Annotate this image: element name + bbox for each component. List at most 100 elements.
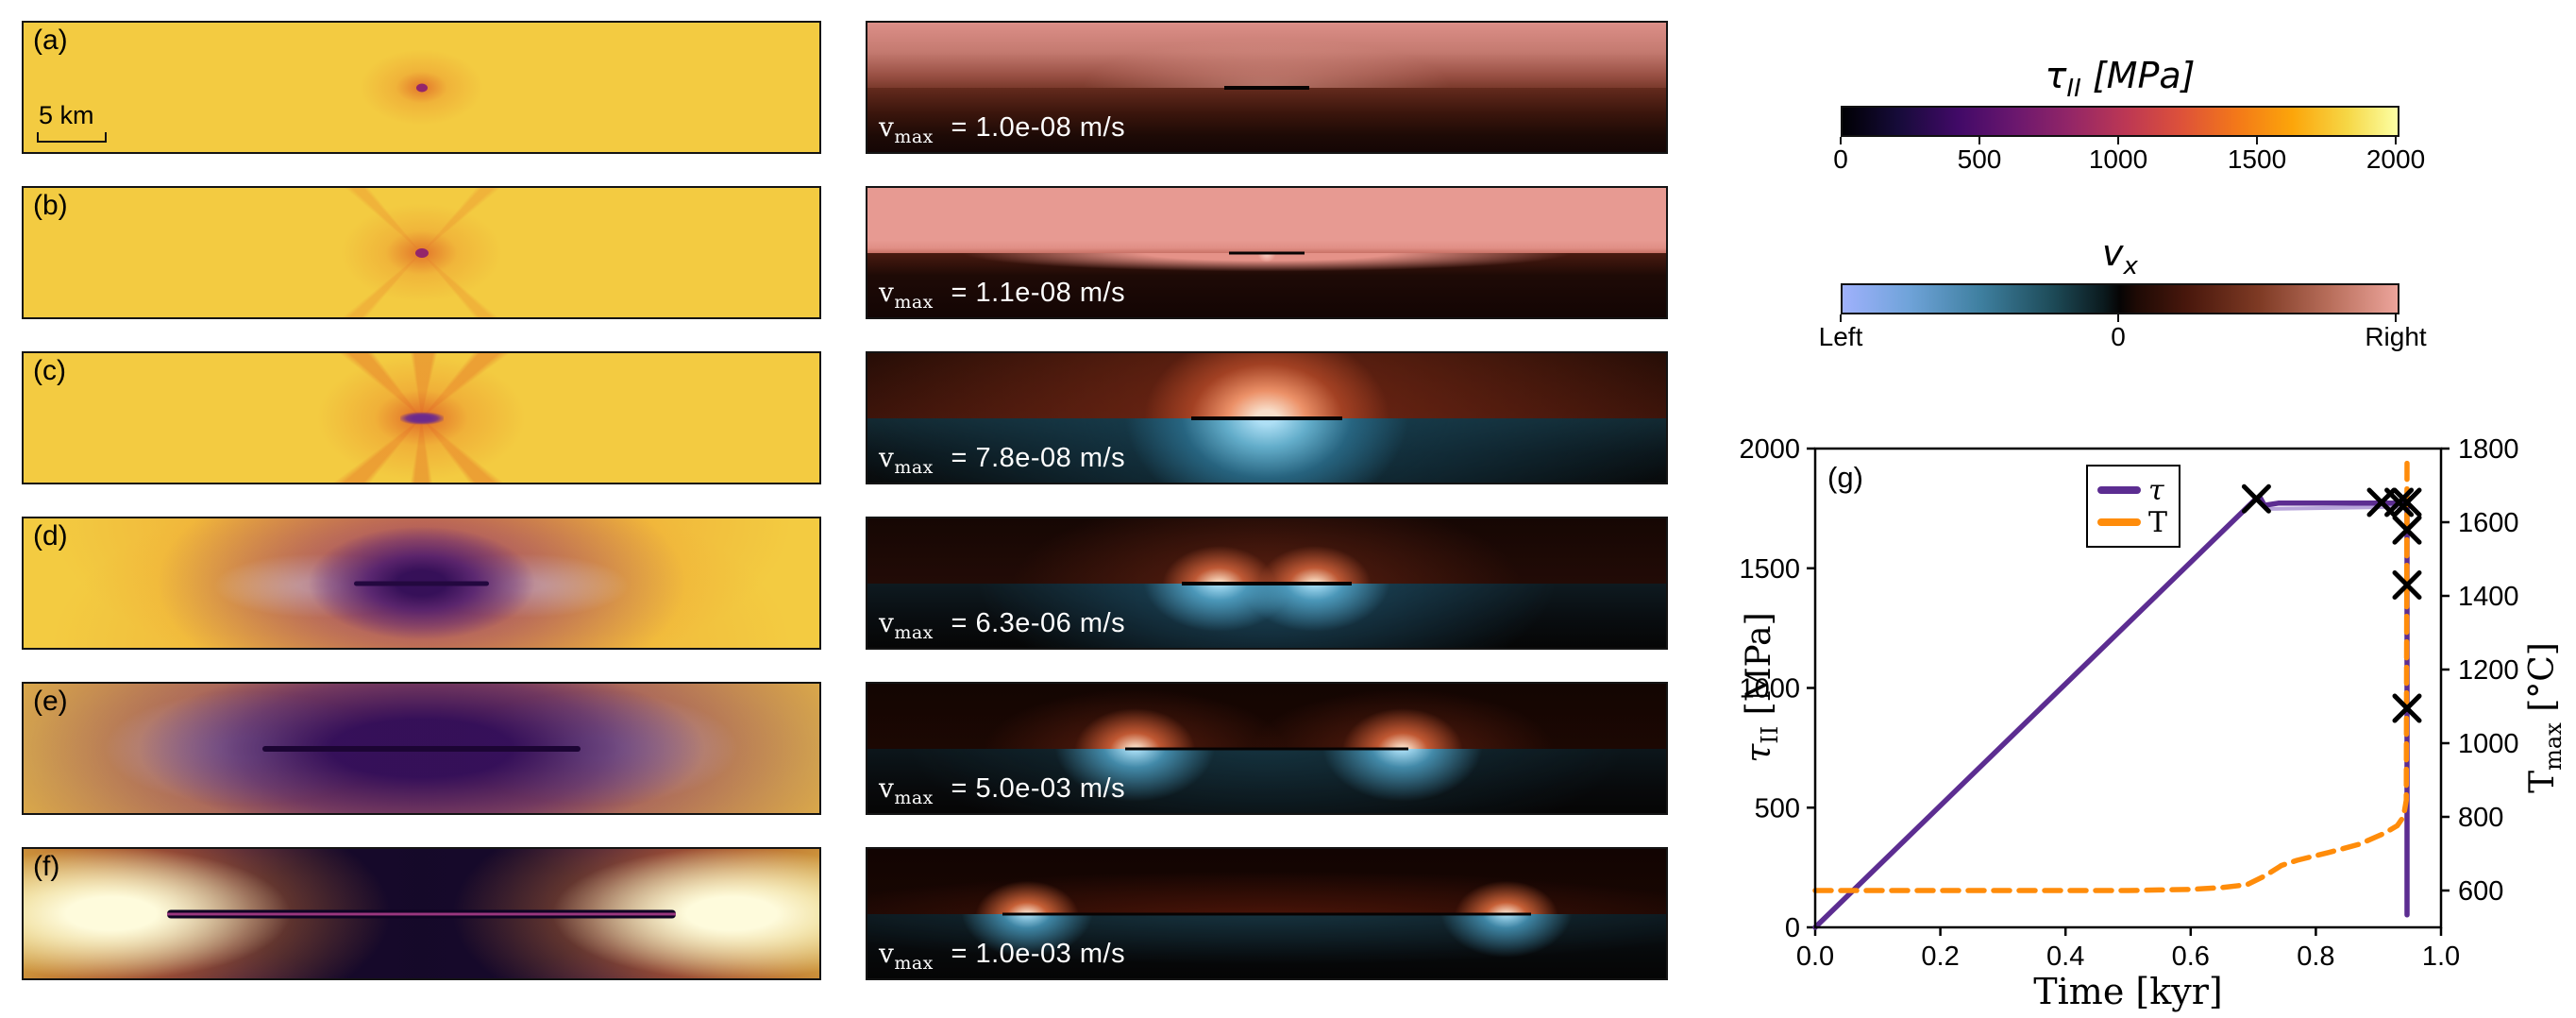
snapshot-marker (2384, 487, 2415, 517)
y-tick-right-label: 800 (2458, 803, 2503, 833)
tau-colorbar (1841, 106, 2399, 137)
vx-field-top (867, 188, 1666, 253)
fault-crack (166, 909, 677, 918)
y-tick-left-label: 2000 (1739, 434, 1800, 465)
vx-colorbar-title: vx (2102, 232, 2138, 280)
fault-line (1002, 912, 1531, 915)
y-tick-left-label: 1500 (1739, 554, 1800, 585)
panel-label-c: (c) (33, 355, 66, 386)
vx-colorbar-ticks: Left 0 Right (1819, 314, 2427, 352)
y-tick-right-label: 1000 (2458, 729, 2519, 759)
tau-panel-c: (c) (22, 351, 821, 484)
y-tick-left-label: 1000 (1739, 674, 1800, 704)
fault-line (1125, 747, 1408, 750)
vmax-label-c: vmax = 7.8e-08 m/s (879, 442, 1126, 478)
snapshot-marker (2392, 569, 2422, 600)
fault-crack (261, 745, 581, 752)
y-tick-right-label: 1200 (2458, 655, 2519, 686)
x-tick-label: 0.6 (2172, 942, 2210, 972)
colorbar-tick-label: 500 (1957, 144, 2002, 174)
y-tick-right-label: 1800 (2458, 434, 2519, 465)
vx-panel-c: vmax = 7.8e-08 m/s (866, 351, 1668, 484)
chart-ylabel-right: Tmax [°C] (2522, 642, 2568, 793)
vx-panel-f: vmax = 1.0e-03 m/s (866, 847, 1668, 980)
panel-label-e: (e) (33, 686, 68, 717)
vx-panel-e: vmax = 5.0e-03 m/s (866, 682, 1668, 815)
colorbar-tick-label: Right (2365, 322, 2427, 351)
vx-colorbar (1841, 283, 2399, 314)
scale-bar-label: 5 km (39, 101, 94, 129)
y-tick-right-label: 1400 (2458, 582, 2519, 612)
fault-line (1224, 85, 1309, 90)
colorbar-tick-label: 2000 (2366, 144, 2426, 174)
colorbar-tick-label: 0 (2111, 322, 2126, 351)
plot-frame (1813, 447, 2443, 929)
stress-concentration-halo (24, 353, 819, 483)
fault-nucleus (399, 412, 444, 424)
vmax-label-f: vmax = 1.0e-03 m/s (879, 938, 1126, 974)
stress-concentration-halo (24, 23, 819, 152)
colorbar-tick-mark (2395, 137, 2397, 144)
chart-xlabel: Time [kyr] (2033, 971, 2223, 1012)
vx-field-bottom (867, 583, 1666, 648)
colorbar-tick-label: 1000 (2088, 144, 2148, 174)
tau-panel-d: (d) (22, 517, 821, 650)
tau-colorbar-title: τII [MPa] (2045, 55, 2196, 103)
series-T (1812, 460, 2410, 893)
fault-crack (353, 581, 490, 585)
vx-field-bottom (867, 417, 1666, 483)
tau-line-swatch (2097, 486, 2141, 494)
vmax-label-d: vmax = 6.3e-06 m/s (879, 607, 1126, 643)
panel-label-d: (d) (33, 520, 68, 551)
tau-panel-b: (b) (22, 186, 821, 319)
panel-label-g: (g) (1827, 461, 1863, 494)
fault-nucleus (414, 247, 429, 258)
tau-colorbar-ticks: 0 500 1000 1500 2000 (1833, 137, 2425, 175)
vx-field-bottom (867, 913, 1666, 978)
x-tick-label: 1.0 (2422, 942, 2460, 972)
vmax-label-e: vmax = 5.0e-03 m/s (879, 772, 1126, 808)
tau-panel-e: (e) (22, 682, 821, 815)
colorbar-tick-mark (1840, 314, 1842, 322)
stress-concentration-halo (24, 518, 819, 648)
tau-panel-f: (f) (22, 847, 821, 980)
fault-line (1229, 251, 1305, 254)
fault-line (1191, 416, 1342, 420)
fault-nucleus (415, 83, 428, 92)
y-tick-left-label: 0 (1785, 913, 1800, 943)
vx-field-top (867, 353, 1666, 418)
vx-field-top (867, 23, 1666, 88)
panel-label-b: (b) (33, 190, 68, 221)
x-tick-label: 0.0 (1796, 942, 1834, 972)
colorbar-tick-mark (1978, 137, 1980, 144)
vmax-label-b: vmax = 1.1e-08 m/s (879, 277, 1126, 313)
colorbar-tick-mark (1840, 137, 1842, 144)
y-tick-left-label: 500 (1755, 793, 1800, 823)
y-tick-right-label: 1600 (2458, 508, 2519, 538)
colorbar-tick-label: 0 (1833, 144, 1848, 174)
stress-concentration-halo (24, 684, 819, 813)
scale-bar-line (37, 132, 107, 143)
vmax-label-a: vmax = 1.0e-08 m/s (879, 111, 1126, 147)
panel-label-a: (a) (33, 25, 68, 56)
legend-entry-T: T (2097, 506, 2169, 539)
vx-field-top (867, 684, 1666, 749)
vx-field-bottom (867, 252, 1666, 317)
x-tick-label: 0.4 (2046, 942, 2084, 972)
colorbar-tick-mark (2117, 314, 2119, 322)
snapshot-marker (2241, 484, 2271, 514)
vx-panel-d: vmax = 6.3e-06 m/s (866, 517, 1668, 650)
chart-legend: τ T (2086, 465, 2180, 548)
stress-concentration-halo (24, 849, 819, 978)
legend-entry-tau: τ (2097, 474, 2169, 507)
stress-concentration-halo (24, 188, 819, 317)
vx-field-bottom (867, 748, 1666, 813)
tau-panel-a: (a) 5 km (22, 21, 821, 154)
colorbar-tick-mark (2256, 137, 2258, 144)
vx-field-top (867, 518, 1666, 584)
vx-field-bottom (867, 87, 1666, 152)
scale-bar: 5 km (37, 101, 107, 143)
colorbar-tick-label: 1500 (2227, 144, 2287, 174)
vx-panel-a: vmax = 1.0e-08 m/s (866, 21, 1668, 154)
